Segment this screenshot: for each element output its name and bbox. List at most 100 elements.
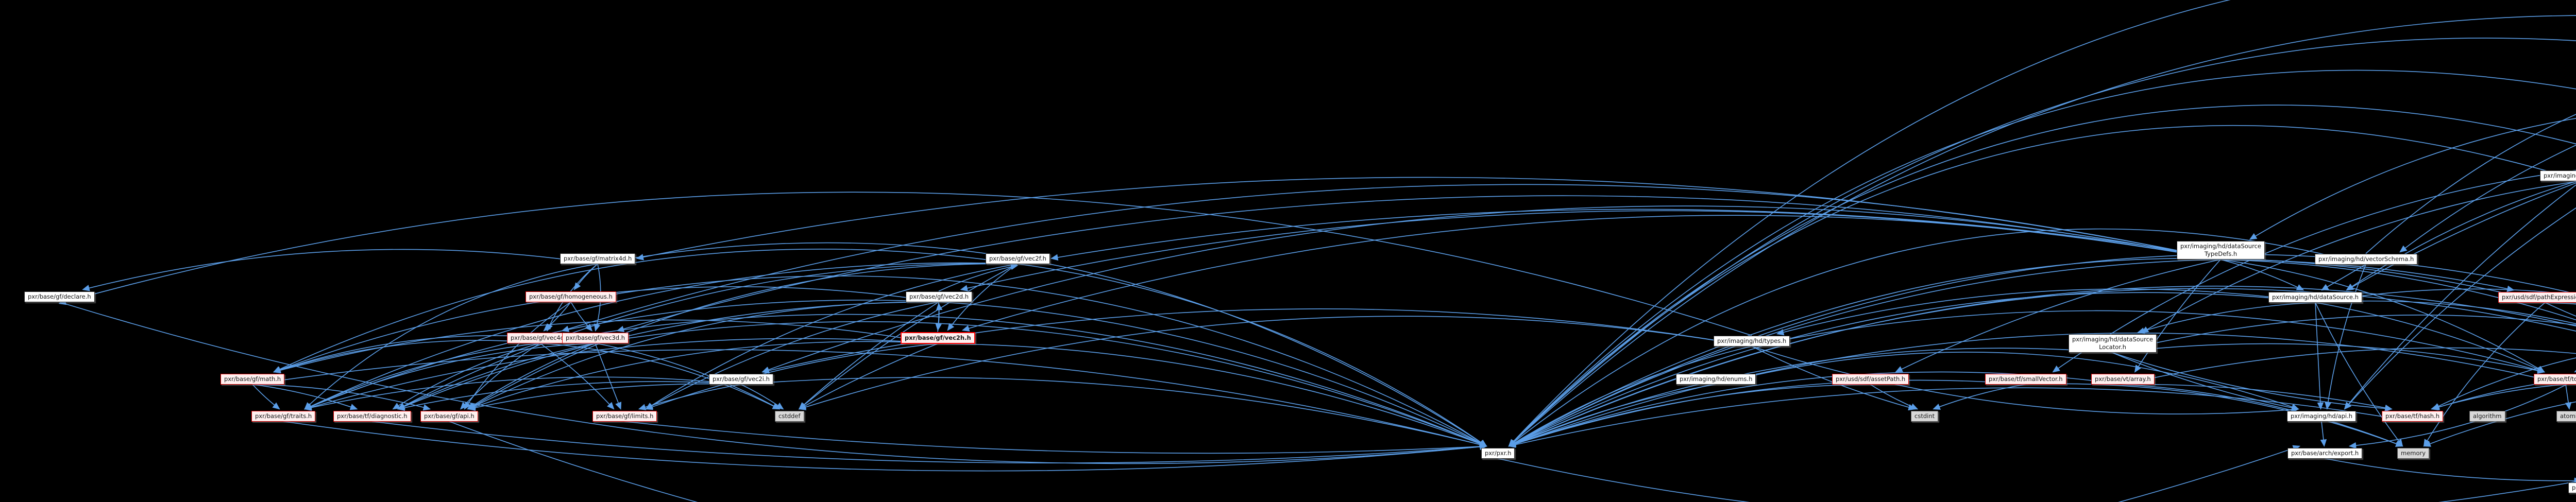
edge-archExport-to-archDefines <box>2324 458 2576 484</box>
node-vtArray[interactable]: pxr/base/vt/array.h <box>2091 374 2155 385</box>
edge-dsTypeDefs-to-vec2d <box>960 210 2221 291</box>
edge-vectorSchema-to-pxrH <box>1508 228 2366 447</box>
edge-pathExpression-to-memory <box>2423 302 2546 447</box>
node-atomic: atomic <box>2556 411 2576 422</box>
edge-container-to-pxrH <box>1508 105 2576 447</box>
node-vec2i[interactable]: pxr/base/gf/vec2i.h <box>709 374 773 385</box>
edge-hdApi-to-archExport <box>2320 421 2327 447</box>
edge-gfLimits-to-pxrH <box>624 421 1487 454</box>
edge-dsTypeDefs-to-dataSource <box>2220 259 2304 291</box>
edge-dataSource-to-hdTypes <box>1776 288 2316 336</box>
edge-matrix4d-to-gfDeclare <box>82 249 598 291</box>
edge-resolverContext-to-tfHash <box>2432 378 2576 410</box>
edge-dsLocator-to-hdApi <box>2112 352 2299 411</box>
edge-dataSource-to-memory <box>2315 302 2403 447</box>
node-dsLocator[interactable]: pxr/imaging/hd/dataSource Locator.h <box>2069 334 2157 353</box>
node-dataSource[interactable]: pxr/imaging/hd/dataSource.h <box>2268 292 2362 303</box>
edge-dataSource-to-pxrH <box>1508 292 2316 447</box>
node-gfMath[interactable]: pxr/base/gf/math.h <box>221 374 285 385</box>
edge-vectorSchema-to-hdApi <box>2325 264 2366 410</box>
edge-schemaTypeDefs-to-dsTypeDefs <box>2249 118 2576 240</box>
edge-vtArray-to-vector <box>2122 347 2576 385</box>
edge-dsTypeDefs-to-vec2f <box>1050 209 2177 261</box>
edge-vec3d-to-tfDiagnostic <box>397 342 596 410</box>
edge-dataSource-to-hdApi <box>2315 302 2324 410</box>
edge-homogeneous-to-pxrH <box>570 275 1487 447</box>
edge-hdTypes-to-cstddef <box>798 316 1752 410</box>
edge-vec2d-to-vec2f <box>938 263 1019 292</box>
node-gfLimits[interactable]: pxr/base/gf/limits.h <box>592 411 657 422</box>
edge-vec2h-to-gfTraits <box>303 338 938 410</box>
edge-vec3d-to-gfApi <box>467 342 596 410</box>
edge-dsTypeDefs-to-vec2h <box>961 215 2221 332</box>
edge-paramList-to-pxrH <box>1508 38 2576 447</box>
node-hdTypes[interactable]: pxr/imaging/hd/types.h <box>1714 336 1790 347</box>
edge-dsTypeDefs-to-tfToken <box>2220 259 2545 373</box>
edge-resolverContext-to-memory <box>2423 401 2576 447</box>
node-vec2d[interactable]: pxr/base/gf/vec2d.h <box>906 291 972 302</box>
edge-vec3d-to-pxrH <box>595 321 1487 447</box>
edge-homogeneous-to-vec4d <box>543 302 571 332</box>
node-pxrH[interactable]: pxr/pxr.h <box>1481 448 1515 459</box>
node-hdSchema[interactable]: pxr/imaging/hd/schema.h <box>2540 170 2576 181</box>
edge-vec2f-to-gfMath <box>273 248 1018 373</box>
node-gfApi[interactable]: pxr/base/gf/api.h <box>420 411 478 422</box>
node-archDefines[interactable]: pxr/base/arch/defines.h <box>2568 482 2576 493</box>
node-tfDiagnostic[interactable]: pxr/base/tf/diagnostic.h <box>333 411 411 422</box>
edge-gfTraits-to-pxrH <box>283 421 1487 472</box>
edge-gfDeclare-to-pxrH <box>59 301 1487 464</box>
node-hdEnums[interactable]: pxr/imaging/hd/enums.h <box>1676 374 1756 385</box>
edge-vec2h-to-gfMath <box>273 319 938 374</box>
edge-hdTypes-to-cstdint <box>1751 345 1916 411</box>
edge-hdSchema-to-pxrH <box>1508 125 2576 447</box>
edge-vtArray-to-tfHash <box>2122 384 2393 411</box>
node-vec2f[interactable]: pxr/base/gf/vec2f.h <box>986 253 1050 264</box>
node-homogeneous[interactable]: pxr/base/gf/homogeneous.h <box>526 291 616 302</box>
node-matrix4d[interactable]: pxr/base/gf/matrix4d.h <box>560 253 636 264</box>
edge-tfToken-to-tfHash <box>2430 384 2566 410</box>
edge-hdEnums-to-pxrH <box>1508 384 1716 447</box>
edge-dsTypeDefs-to-assetPath <box>1895 259 2221 373</box>
edge-assetPath-to-cstdint <box>1870 384 1919 410</box>
edge-vec4d-to-gfTraits <box>304 342 540 410</box>
node-tfHash[interactable]: pxr/base/tf/hash.h <box>2382 411 2443 422</box>
edges-group <box>58 0 2576 502</box>
node-dsTypeDefs[interactable]: pxr/imaging/hd/dataSource TypeDefs.h <box>2177 241 2265 259</box>
node-hdApi[interactable]: pxr/imaging/hd/api.h <box>2287 411 2357 422</box>
edge-dataSource-to-tfToken <box>2315 302 2545 373</box>
node-gfTraits[interactable]: pxr/base/gf/traits.h <box>251 411 316 422</box>
node-pathExpression[interactable]: pxr/usd/sdf/pathExpression.h <box>2498 292 2576 303</box>
edge-staticTokens-to-pxrH <box>1508 254 2576 447</box>
edge-vec4d-to-gfApi <box>460 342 540 410</box>
node-vectorSchema[interactable]: pxr/imaging/hd/vectorSchema.h <box>2315 254 2418 265</box>
edge-dsTypeDefs-to-pxrH <box>1508 259 2221 447</box>
edge-vec2f-to-cstddef <box>798 263 1018 410</box>
edge-dsTypeDefs-to-sdfPath <box>2220 259 2576 321</box>
edge-vec2i-to-gfTraits <box>303 376 741 411</box>
edge-vec2f-to-gfApi <box>468 263 1018 410</box>
edge-tfToken-to-atomic <box>2565 384 2572 410</box>
node-cstddef: cstddef <box>775 411 804 422</box>
edge-vec2d-to-gfLimits <box>645 301 939 410</box>
node-vec3d[interactable]: pxr/base/gf/vec3d.h <box>562 333 629 343</box>
node-archExport[interactable]: pxr/base/arch/export.h <box>2287 448 2363 459</box>
edge-hdVersion-to-pxrH <box>1508 0 2231 447</box>
node-tfToken[interactable]: pxr/base/tf/token.h <box>2534 374 2576 385</box>
edge-dsTypeDefs-to-vec2i <box>761 205 2221 373</box>
node-vec2h[interactable]: pxr/base/gf/vec2h.h <box>901 332 975 344</box>
edge-vec4d-to-gfLimits <box>539 342 615 410</box>
edge-vec2i-to-cstddef <box>740 384 784 410</box>
edge-vec2h-to-pxrH <box>937 343 1487 447</box>
node-smallVector[interactable]: pxr/base/tf/smallVector.h <box>1985 374 2066 385</box>
edge-vec2f-to-tfDiagnostic <box>397 263 1018 410</box>
edge-pathExpression-to-pxrH <box>1508 257 2546 447</box>
edge-gfMath-to-pxrH <box>252 349 1487 448</box>
node-gfDeclare[interactable]: pxr/base/gf/declare.h <box>24 291 95 302</box>
edge-homogeneous-to-gfApi <box>464 301 571 410</box>
edge-vec2i-to-gfApi <box>467 383 741 411</box>
node-assetPath[interactable]: pxr/usd/sdf/assetPath.h <box>1832 374 1909 385</box>
edge-smallVector-to-pxrH <box>1508 379 2026 447</box>
edge-dsTypeDefs-to-vtArray <box>2134 259 2221 373</box>
